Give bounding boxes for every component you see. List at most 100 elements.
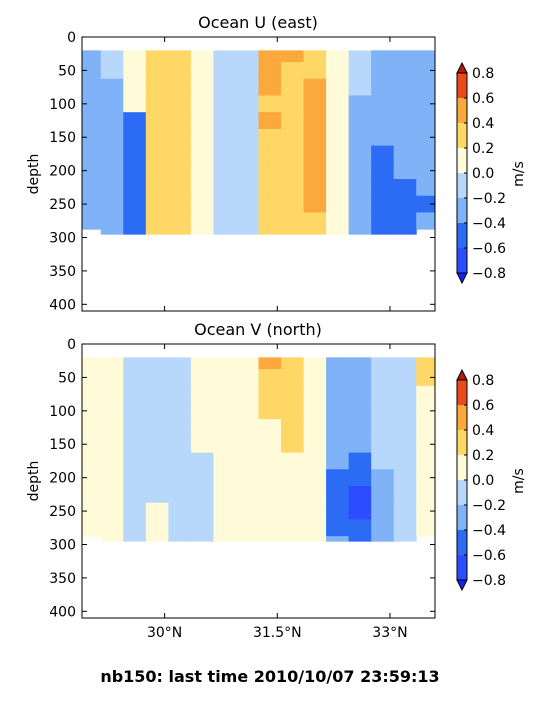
heatmap-cell: [326, 112, 350, 130]
heatmap-cell: [100, 502, 124, 520]
heatmap-cell: [82, 212, 102, 230]
heatmap-cell: [235, 519, 259, 537]
heatmap-cell: [82, 128, 102, 147]
cbar-tick-label: 0.2: [472, 448, 494, 464]
heatmap-cell: [416, 519, 436, 537]
heatmap-cell: [416, 435, 436, 454]
heatmap-cell: [326, 145, 350, 163]
heatmap-cell: [123, 229, 147, 235]
heatmap-cell: [281, 519, 305, 537]
heatmap-cell: [235, 179, 259, 197]
heatmap-cell: [303, 402, 327, 420]
heatmap-cell: [303, 519, 327, 537]
heatmap-cell: [213, 385, 237, 403]
heatmap-cell: [145, 419, 169, 437]
heatmap-cell: [371, 212, 395, 230]
heatmap-cell: [393, 50, 417, 63]
heatmap-cell: [213, 95, 237, 113]
heatmap-cell: [145, 128, 169, 147]
cbar-tick-label: 0.2: [472, 141, 494, 157]
heatmap-cell: [371, 402, 395, 420]
heatmap-cell: [281, 128, 305, 147]
cbar-tick-label: −0.2: [472, 191, 506, 207]
colorbar-segment: [457, 198, 467, 224]
heatmap-cell: [371, 452, 395, 470]
cbar-tick-label: 0.4: [472, 116, 494, 132]
heatmap-cell: [145, 162, 169, 180]
heatmap-cell: [213, 112, 237, 130]
heatmap-cell: [100, 519, 124, 537]
heatmap-cell: [123, 502, 147, 520]
heatmap-cell: [168, 78, 192, 96]
heatmap-cell: [303, 486, 327, 504]
heatmap-cell: [145, 229, 169, 235]
heatmap-cell: [303, 452, 327, 470]
heatmap-cell: [123, 78, 147, 96]
figure-suptitle: nb150: last time 2010/10/07 23:59:13: [100, 667, 439, 686]
heatmap-cell: [348, 50, 372, 63]
heatmap-cell: [281, 357, 305, 370]
heatmap-cell: [326, 357, 350, 370]
colorbar-segment: [457, 148, 467, 174]
heatmap-cell: [82, 162, 102, 180]
ylabel-u: depth: [26, 154, 42, 195]
heatmap-cell: [190, 62, 214, 80]
heatmap-cell: [213, 502, 237, 520]
heatmap-cell: [348, 78, 372, 96]
heatmap-cell: [393, 452, 417, 470]
heatmap-cell: [168, 385, 192, 403]
cbar-tick-label: 0.8: [472, 66, 494, 82]
colorbar-extend-max: [456, 61, 468, 74]
heatmap-cell: [100, 369, 124, 387]
heatmap-cell: [258, 469, 282, 487]
colorbar-segment: [457, 98, 467, 124]
heatmap-cell: [416, 145, 436, 163]
cbar-tick-label: −0.4: [472, 523, 506, 539]
heatmap-cell: [145, 112, 169, 130]
cbar-tick-label: −0.4: [472, 216, 506, 232]
heatmap-cell: [82, 195, 102, 213]
heatmap-cell: [393, 145, 417, 163]
xtick-label: 30°N: [147, 625, 182, 641]
heatmap-cell: [348, 229, 372, 235]
cbar-tick-label: −0.2: [472, 498, 506, 514]
heatmap-cell: [258, 502, 282, 520]
ytick-label: 400: [49, 297, 76, 313]
heatmap-cell: [168, 62, 192, 80]
heatmap-cell: [145, 502, 169, 520]
ytick-label: 200: [49, 471, 76, 487]
heatmap-cell: [235, 50, 259, 63]
heatmap-cell: [326, 486, 350, 504]
heatmap-cell: [123, 357, 147, 370]
colorbar-segment: [457, 248, 467, 274]
heatmap-cell: [190, 179, 214, 197]
heatmap-cell: [348, 502, 372, 520]
heatmap-cell: [393, 519, 417, 537]
xticks-v: 30°N 31.5°N 33°N: [147, 344, 408, 641]
heatmap-cell: [348, 519, 372, 537]
heatmap-cell: [348, 419, 372, 437]
heatmap-cell: [123, 452, 147, 470]
heatmap-cell: [190, 369, 214, 387]
colorbar-segment: [457, 405, 467, 431]
heatmap-cell: [258, 128, 282, 147]
heatmap-cell: [281, 536, 305, 542]
heatmap-cell: [281, 95, 305, 113]
heatmap-cell: [393, 419, 417, 437]
heatmap-cell: [393, 179, 417, 197]
heatmap-cell: [100, 402, 124, 420]
heatmap-cell: [326, 519, 350, 537]
heatmap-cell: [100, 419, 124, 437]
heatmap-cell: [213, 519, 237, 537]
heatmap-cell: [235, 112, 259, 130]
title-ocean-u: Ocean U (east): [198, 13, 318, 32]
heatmap-cell: [190, 212, 214, 230]
heatmap-cell: [258, 419, 282, 437]
heatmap-cell: [371, 229, 395, 235]
heatmap-cell: [303, 469, 327, 487]
heatmap-cell: [82, 78, 102, 96]
ylabel-v: depth: [26, 461, 42, 502]
heatmap-cell: [393, 357, 417, 370]
heatmap-cell: [100, 162, 124, 180]
heatmap-cell: [416, 62, 436, 80]
